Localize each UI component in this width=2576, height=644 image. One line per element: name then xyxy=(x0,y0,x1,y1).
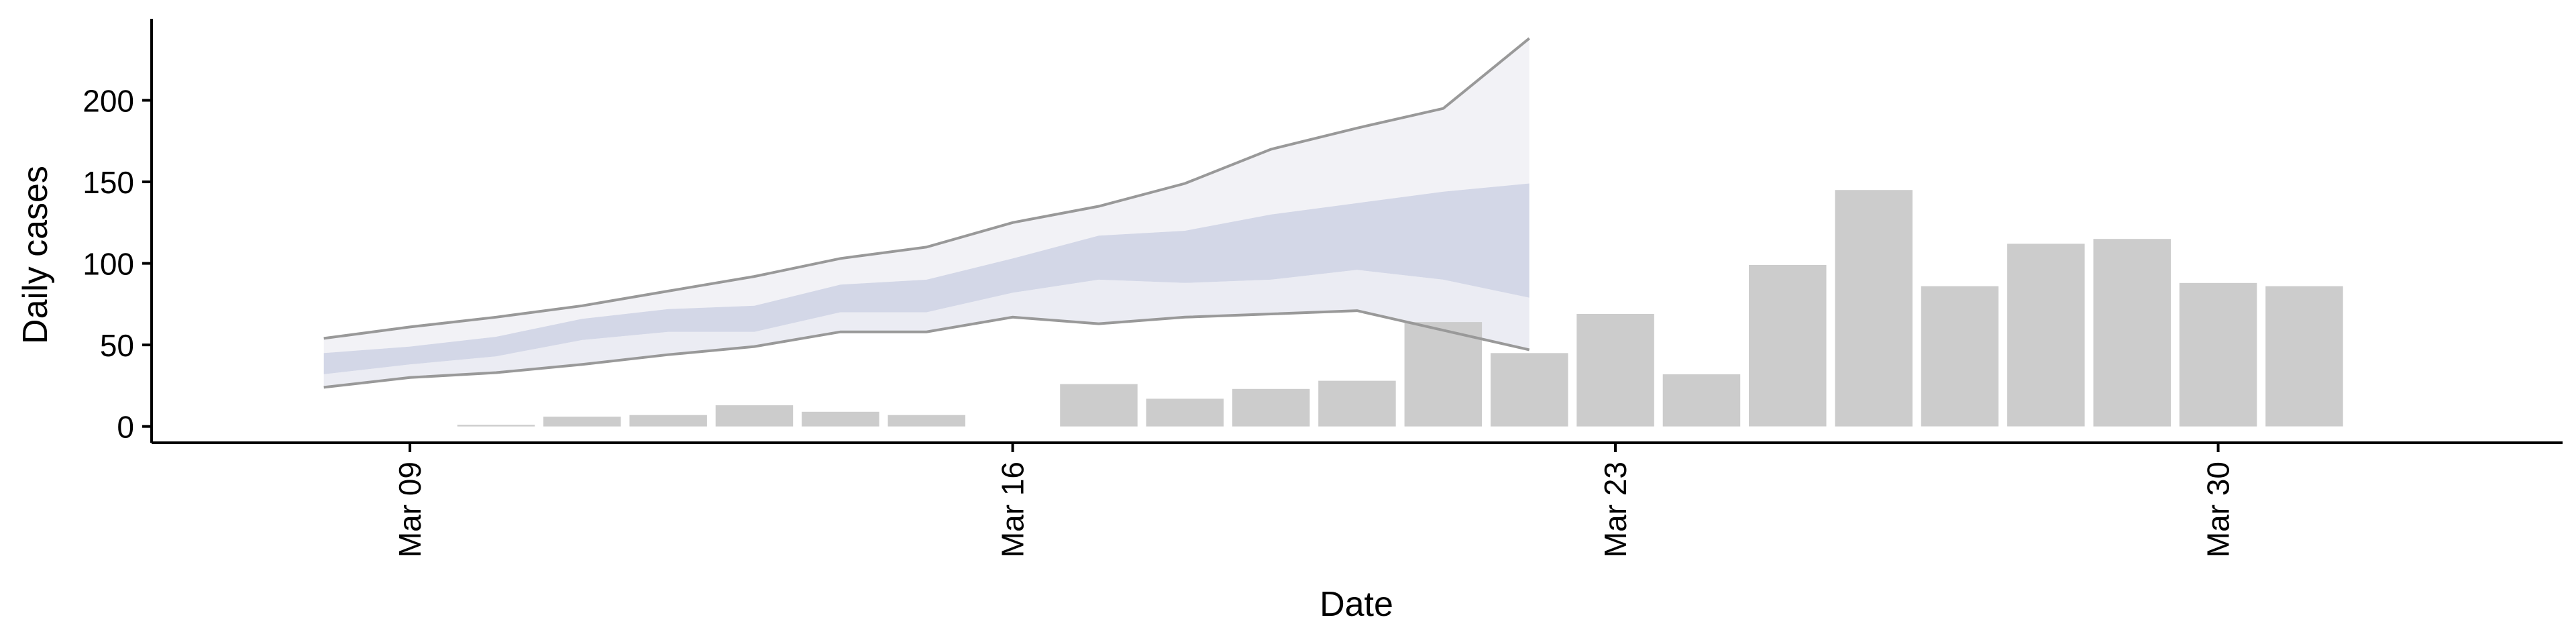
daily-case-bars xyxy=(457,190,2343,427)
bar-2020-03-22 xyxy=(1491,353,1568,427)
x-tick-label-1: Mar 16 xyxy=(996,462,1030,557)
x-tick-label-2: Mar 23 xyxy=(1598,462,1633,557)
bar-2020-03-14 xyxy=(802,411,879,427)
bar-2020-03-30 xyxy=(2179,282,2257,427)
bar-2020-03-25 xyxy=(1749,265,1827,427)
bar-2020-03-29 xyxy=(2093,239,2171,427)
lower-interval-line xyxy=(323,309,1530,389)
bar-2020-03-27 xyxy=(1921,286,1999,427)
bar-2020-03-17 xyxy=(1060,384,1138,427)
bar-2020-03-12 xyxy=(629,415,707,427)
y-tick-label-50: 50 xyxy=(100,328,134,363)
outer-band-upper xyxy=(323,38,1529,354)
bar-2020-03-21 xyxy=(1404,322,1483,427)
bar-2020-03-15 xyxy=(888,415,965,427)
x-tick-label-3: Mar 30 xyxy=(2201,462,2236,557)
y-axis-label: Daily cases xyxy=(16,166,55,344)
bar-2020-03-31 xyxy=(2265,286,2343,427)
y-tick-label-100: 100 xyxy=(83,247,134,282)
bar-2020-03-26 xyxy=(1835,190,1913,427)
bar-2020-03-24 xyxy=(1662,374,1741,427)
bar-2020-03-18 xyxy=(1146,398,1224,427)
interval-lines xyxy=(323,37,1530,389)
x-tick-label-0: Mar 09 xyxy=(392,462,427,557)
x-axis-label: Date xyxy=(1320,585,1393,624)
bar-2020-03-23 xyxy=(1576,314,1654,427)
upper-interval-line xyxy=(323,37,1530,340)
bar-2020-03-20 xyxy=(1318,380,1396,427)
forecast-bands xyxy=(323,38,1529,388)
outer-band-lower xyxy=(323,270,1529,388)
y-tick-label-150: 150 xyxy=(83,165,134,200)
y-tick-label-200: 200 xyxy=(83,84,134,119)
bar-2020-03-28 xyxy=(2007,244,2085,427)
axes: 0 50 100 150 200 Mar 09 Mar 16 Mar 23 Mar 30 xyxy=(83,19,2563,557)
bar-2020-03-11 xyxy=(543,417,621,427)
y-tick-label-0: 0 xyxy=(117,410,134,445)
inner-band xyxy=(323,183,1529,374)
bar-2020-03-10 xyxy=(457,425,535,427)
bar-2020-03-13 xyxy=(715,405,794,427)
bar-2020-03-19 xyxy=(1232,388,1310,427)
